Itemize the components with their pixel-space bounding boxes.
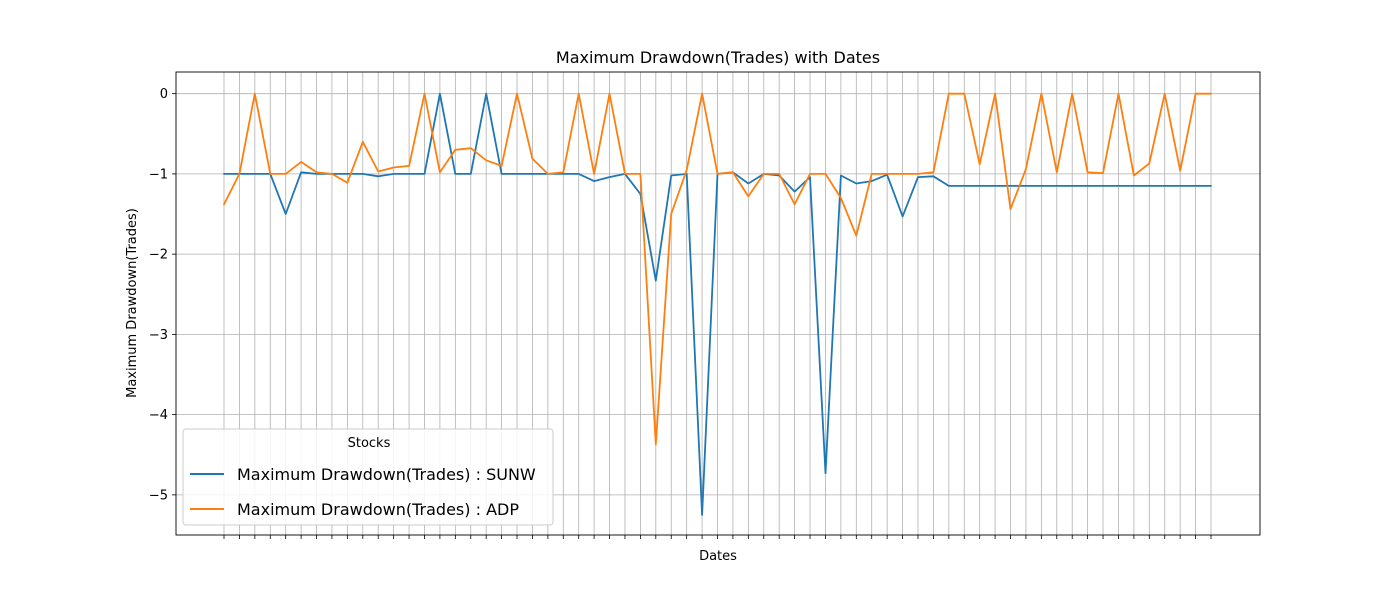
series-lines xyxy=(223,92,1212,516)
y-tick-label: −3 xyxy=(149,328,168,343)
series-line-adp xyxy=(223,92,1212,446)
y-tick-label: −5 xyxy=(149,488,168,503)
legend-label-sunw: Maximum Drawdown(Trades) : SUNW xyxy=(237,465,536,484)
y-tick-label: −2 xyxy=(149,248,168,263)
plot-frame xyxy=(175,71,1261,536)
legend-title: Stocks xyxy=(348,436,391,451)
y-axis-label: Maximum Drawdown(Trades) xyxy=(125,208,140,398)
y-tick-label: −4 xyxy=(149,408,168,423)
x-axis-ticks xyxy=(223,535,1212,539)
legend-box xyxy=(182,428,554,526)
chart-title: Maximum Drawdown(Trades) with Dates xyxy=(556,48,880,67)
x-axis-label: Dates xyxy=(699,549,737,564)
y-tick-label: 0 xyxy=(160,87,168,102)
y-tick-label: −1 xyxy=(149,167,168,182)
legend: Stocks Maximum Drawdown(Trades) : SUNW M… xyxy=(182,428,554,526)
y-axis-ticks: 0 −1 −2 −3 −4 −5 xyxy=(149,87,176,503)
legend-label-adp: Maximum Drawdown(Trades) : ADP xyxy=(237,500,519,519)
